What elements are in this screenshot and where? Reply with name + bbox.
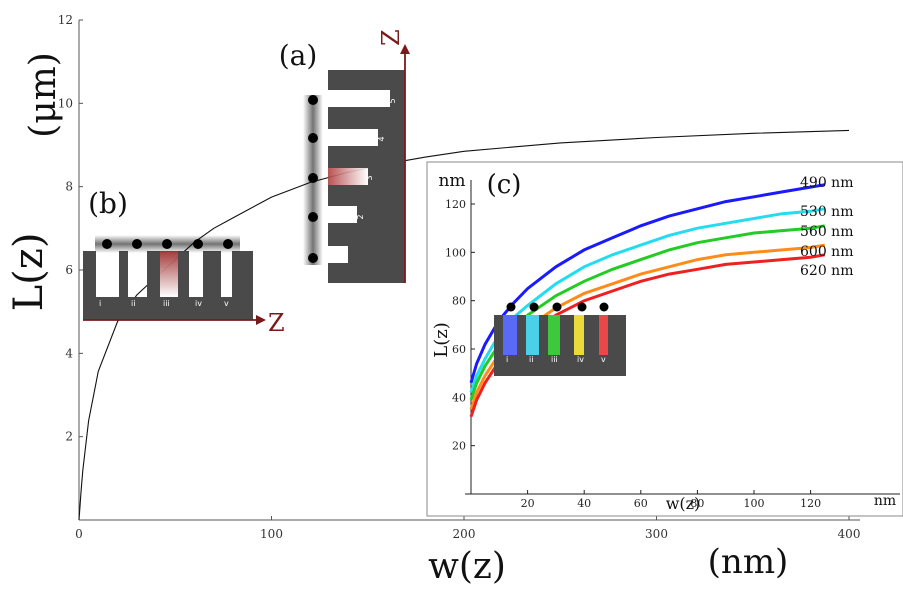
legend-490nm: 490 nm xyxy=(800,175,853,191)
panel-c-dot xyxy=(506,302,516,312)
main-y-label: L(z) xyxy=(6,233,52,312)
inset-y-tick-label: 120 xyxy=(445,198,466,211)
panel-c-slit-label: i xyxy=(506,355,508,364)
panel-c-dot xyxy=(577,302,587,312)
panel-c-dot xyxy=(599,302,609,312)
panel-c-grating: i ii iii iv v xyxy=(494,302,626,376)
panel-a-dots xyxy=(308,95,318,263)
main-y-tick-label: 8 xyxy=(65,180,73,194)
inset-ticks: 20 40 60 80 100 120 20 40 60 80 100 120 xyxy=(445,198,821,510)
panel-b-slit-labels: i ii iii iv v xyxy=(99,299,229,308)
panel-c-slit-green xyxy=(548,315,560,355)
panel-c-slit-blue xyxy=(503,315,517,355)
panel-c-slit-yellow xyxy=(574,315,584,355)
panel-b-slit-label: i xyxy=(99,299,101,308)
inset-y-tick-label: 100 xyxy=(445,246,466,259)
main-curve-line xyxy=(78,129,850,521)
main-y-tick-label: 4 xyxy=(65,346,73,360)
panel-a-dot xyxy=(308,212,318,222)
panel-a-slit-label: 4 xyxy=(377,136,386,141)
main-x-tick-label: 300 xyxy=(645,527,668,541)
panel-a-z-arrowhead xyxy=(400,44,410,54)
panel-b-slit-label: v xyxy=(224,299,229,308)
legend-620nm: 620 nm xyxy=(800,263,853,279)
main-y-tick-label: 12 xyxy=(58,13,73,27)
panel-a-dot xyxy=(308,253,318,263)
main-y-unit-label: (μm) xyxy=(23,52,64,138)
panel-a-slit-label: 3 xyxy=(365,175,374,180)
panel-b-z-label: Z xyxy=(268,309,285,337)
panel-a-dot xyxy=(308,95,318,105)
inset-x-unit-label: nm xyxy=(874,493,896,509)
main-y-tick-label: 2 xyxy=(65,430,73,444)
panel-b-slit-label: ii xyxy=(131,299,135,308)
inset-x-tick-label: 80 xyxy=(690,497,704,510)
inset-y-label: L(z) xyxy=(431,322,452,357)
panel-a-slit-labels: 1 2 3 4 5 xyxy=(336,98,397,259)
panel-c-slit-label: iv xyxy=(577,355,584,364)
panel-a-grating xyxy=(328,70,405,283)
panel-b-grating xyxy=(83,251,253,320)
panel-b-dot xyxy=(223,239,233,249)
legend-560nm: 560 nm xyxy=(800,224,853,240)
main-x-tick-label: 200 xyxy=(453,527,476,541)
inset-x-tick-label: 100 xyxy=(744,497,765,510)
legend-530nm: 530 nm xyxy=(800,204,853,220)
inset-x-label: w(z) xyxy=(666,494,701,513)
panel-c-slit-label: ii xyxy=(529,355,533,364)
inset-y-tick-label: 20 xyxy=(452,440,466,453)
panel-a-label: (a) xyxy=(279,39,318,72)
panel-b-z-arrowhead xyxy=(256,315,266,325)
panel-c-slit-labels: i ii iii iv v xyxy=(506,355,606,364)
main-x-unit-label: (nm) xyxy=(708,542,789,582)
panel-c-slit-red xyxy=(599,315,608,355)
panel-c: (c) nm L(z) 20 40 60 80 100 120 20 40 60 80 100 120… xyxy=(426,161,903,517)
inset-x-tick-label: 20 xyxy=(521,497,535,510)
panel-b-dot xyxy=(102,239,112,249)
panel-a: (a) 1 2 3 4 5 Z xyxy=(279,29,410,283)
inset-y-tick-label: 40 xyxy=(452,391,466,404)
panel-c-dots xyxy=(506,302,609,312)
panel-b: (b) i ii iii iv v Z xyxy=(83,187,285,337)
panel-c-slit-label: iii xyxy=(551,355,558,364)
panel-b-dot xyxy=(162,239,172,249)
main-x-tick-label: 100 xyxy=(260,527,283,541)
panel-a-slit-label: 2 xyxy=(356,214,365,219)
legend-600nm: 600 nm xyxy=(800,244,853,260)
panel-c-label: (c) xyxy=(487,170,522,200)
inset-x-tick-label: 60 xyxy=(634,497,648,510)
panel-c-dot xyxy=(529,302,539,312)
main-x-label: w(z) xyxy=(428,546,506,587)
inset-y-unit-label: nm xyxy=(438,171,465,191)
inset-x-tick-label: 40 xyxy=(577,497,591,510)
inset-legend: 490 nm 530 nm 560 nm 600 nm 620 nm xyxy=(800,175,853,279)
inset-x-tick-label: 120 xyxy=(800,497,821,510)
panel-a-dot xyxy=(308,133,318,143)
panel-c-slit-cyan xyxy=(526,315,539,355)
panel-b-dots xyxy=(102,239,233,249)
inset-y-tick-label: 60 xyxy=(452,343,466,356)
panel-b-label: (b) xyxy=(88,187,128,220)
main-x-tick-label: 0 xyxy=(75,527,83,541)
panel-c-slit-label: v xyxy=(601,355,606,364)
panel-b-dot xyxy=(193,239,203,249)
panel-b-highlight-slit xyxy=(160,251,178,297)
panel-a-dot xyxy=(308,173,318,183)
panel-a-slit-label: 5 xyxy=(388,98,397,103)
panel-b-slit-label: iv xyxy=(195,299,202,308)
panel-a-highlight-slit xyxy=(328,168,368,185)
main-x-tick-label: 400 xyxy=(838,527,861,541)
panel-b-dot xyxy=(132,239,142,249)
panel-b-slit-label: iii xyxy=(163,299,170,308)
panel-a-slit-label: 1 xyxy=(336,254,345,259)
main-y-tick-label: 10 xyxy=(58,96,73,110)
inset-y-tick-label: 80 xyxy=(452,295,466,308)
panel-c-dot xyxy=(552,302,562,312)
panel-a-z-label: Z xyxy=(377,29,405,46)
main-y-tick-label: 6 xyxy=(65,263,73,277)
